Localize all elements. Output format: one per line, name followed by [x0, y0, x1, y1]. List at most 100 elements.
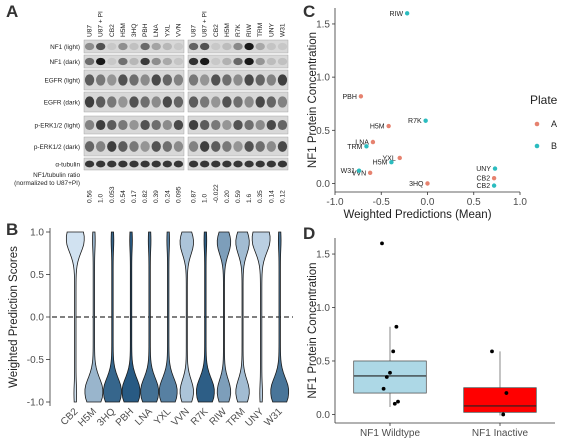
ratio-value: 0.17	[131, 190, 138, 203]
blot-band	[140, 57, 150, 66]
blot-band	[129, 141, 139, 152]
blot-band	[277, 57, 288, 66]
ratio-value: 1.0	[202, 194, 209, 203]
blot-band	[188, 160, 199, 168]
blot-band	[211, 42, 221, 51]
point-label: R7K	[408, 118, 422, 125]
blot-band	[211, 160, 221, 168]
blot-band	[277, 160, 288, 168]
blot-band	[200, 96, 210, 108]
legend-label: A	[551, 119, 557, 129]
panel-b-label: B	[6, 220, 19, 239]
blot-band	[222, 42, 232, 51]
y-tick-label: -0.5	[27, 355, 45, 366]
blot-band	[244, 96, 254, 108]
blot-band	[140, 119, 150, 131]
ratio-value: 0.56	[87, 190, 94, 203]
panel-a-label: A	[6, 2, 19, 21]
blot-band	[173, 74, 184, 86]
blot-band	[173, 96, 184, 108]
blot-band	[107, 42, 117, 51]
blot-band	[129, 160, 139, 168]
y-tick-label: 0.0	[30, 313, 44, 324]
y-tick-label: 1.0	[316, 73, 330, 84]
y-tick-label: 0.0	[316, 410, 330, 421]
blot-band	[244, 42, 254, 51]
blot-band	[255, 141, 265, 152]
violin-trm	[235, 231, 250, 403]
blot-band	[118, 160, 128, 168]
blot-band	[173, 141, 184, 152]
ratio-value: 0.053	[109, 186, 116, 203]
y-axis-title: NF1 Protein Concentration	[307, 262, 319, 398]
y-tick-label: -1.0	[27, 398, 45, 409]
blot-band	[162, 119, 172, 131]
blot-band	[200, 57, 210, 66]
point-label: UNY	[476, 166, 491, 173]
point-label: CB2	[476, 183, 490, 190]
violin-h5m	[84, 231, 104, 403]
point-label: H5M	[370, 124, 385, 131]
blot-band	[233, 160, 243, 168]
blot-band	[222, 119, 232, 131]
blot-row-label: NF1 (light)	[50, 44, 80, 51]
blot-band	[233, 96, 243, 108]
blot-row-label: EGFR (light)	[44, 78, 80, 85]
y-tick-label: 0.0	[316, 179, 330, 190]
blot-band	[173, 119, 184, 131]
scatter-point	[397, 155, 402, 161]
blot-band	[162, 96, 172, 108]
scatter-point	[386, 123, 391, 129]
blot-band	[255, 57, 265, 66]
blot-lane-label: H5M	[224, 23, 231, 37]
blot-lane-label: LNA	[153, 24, 160, 37]
box-point	[384, 375, 389, 379]
scatter-point	[491, 183, 497, 188]
blot-band	[277, 119, 288, 131]
x-tick-label: NF1 Wildtype	[360, 428, 420, 439]
box-point	[388, 370, 392, 375]
blot-band	[162, 141, 172, 152]
blot-row-label: p-ERK1/2 (light)	[35, 123, 80, 130]
y-axis-title: NF1 Protein Concentration	[307, 32, 319, 168]
blot-lane-label: VVN	[175, 23, 182, 37]
scatter-point	[425, 181, 430, 186]
blot-lane-label: R7K	[235, 24, 242, 37]
blot-band	[96, 57, 106, 66]
panel-c-label: C	[303, 2, 316, 21]
panel-d-label: D	[303, 224, 316, 243]
box-point	[504, 391, 509, 395]
blot-row-label: p-ERK1/2 (dark)	[34, 144, 80, 151]
blot-band	[162, 160, 172, 168]
blot-band	[107, 119, 117, 131]
blot-band	[277, 96, 288, 108]
scatter-point	[367, 170, 373, 176]
box-point	[392, 401, 397, 406]
blot-band	[244, 141, 254, 152]
ratio-value: 0.59	[235, 190, 242, 203]
blot-lane-label: PBH	[142, 23, 149, 37]
blot-band	[200, 119, 210, 131]
violin-vvn	[179, 231, 194, 403]
point-label: LNA	[355, 140, 369, 147]
blot-band	[84, 42, 95, 51]
ratio-label-note: (normalized to U87+PI)	[14, 180, 80, 187]
scatter-point	[370, 139, 376, 145]
blot-band	[200, 141, 210, 152]
blot-band	[140, 42, 150, 51]
blot-band	[84, 141, 95, 152]
box-point	[380, 241, 384, 246]
blot-band	[84, 96, 95, 108]
blot-band	[129, 119, 139, 131]
violin-uny	[251, 231, 271, 403]
y-tick-label: 1.5	[316, 250, 330, 261]
scatter-point	[491, 175, 497, 181]
blot-band	[151, 57, 161, 66]
blot-band	[107, 96, 117, 108]
blot-band	[266, 42, 277, 51]
point-label: PBH	[342, 94, 356, 101]
blot-band	[84, 74, 95, 86]
blot-band	[233, 42, 243, 51]
legend-label: B	[551, 141, 557, 151]
ratio-value: 0.14	[268, 190, 275, 203]
